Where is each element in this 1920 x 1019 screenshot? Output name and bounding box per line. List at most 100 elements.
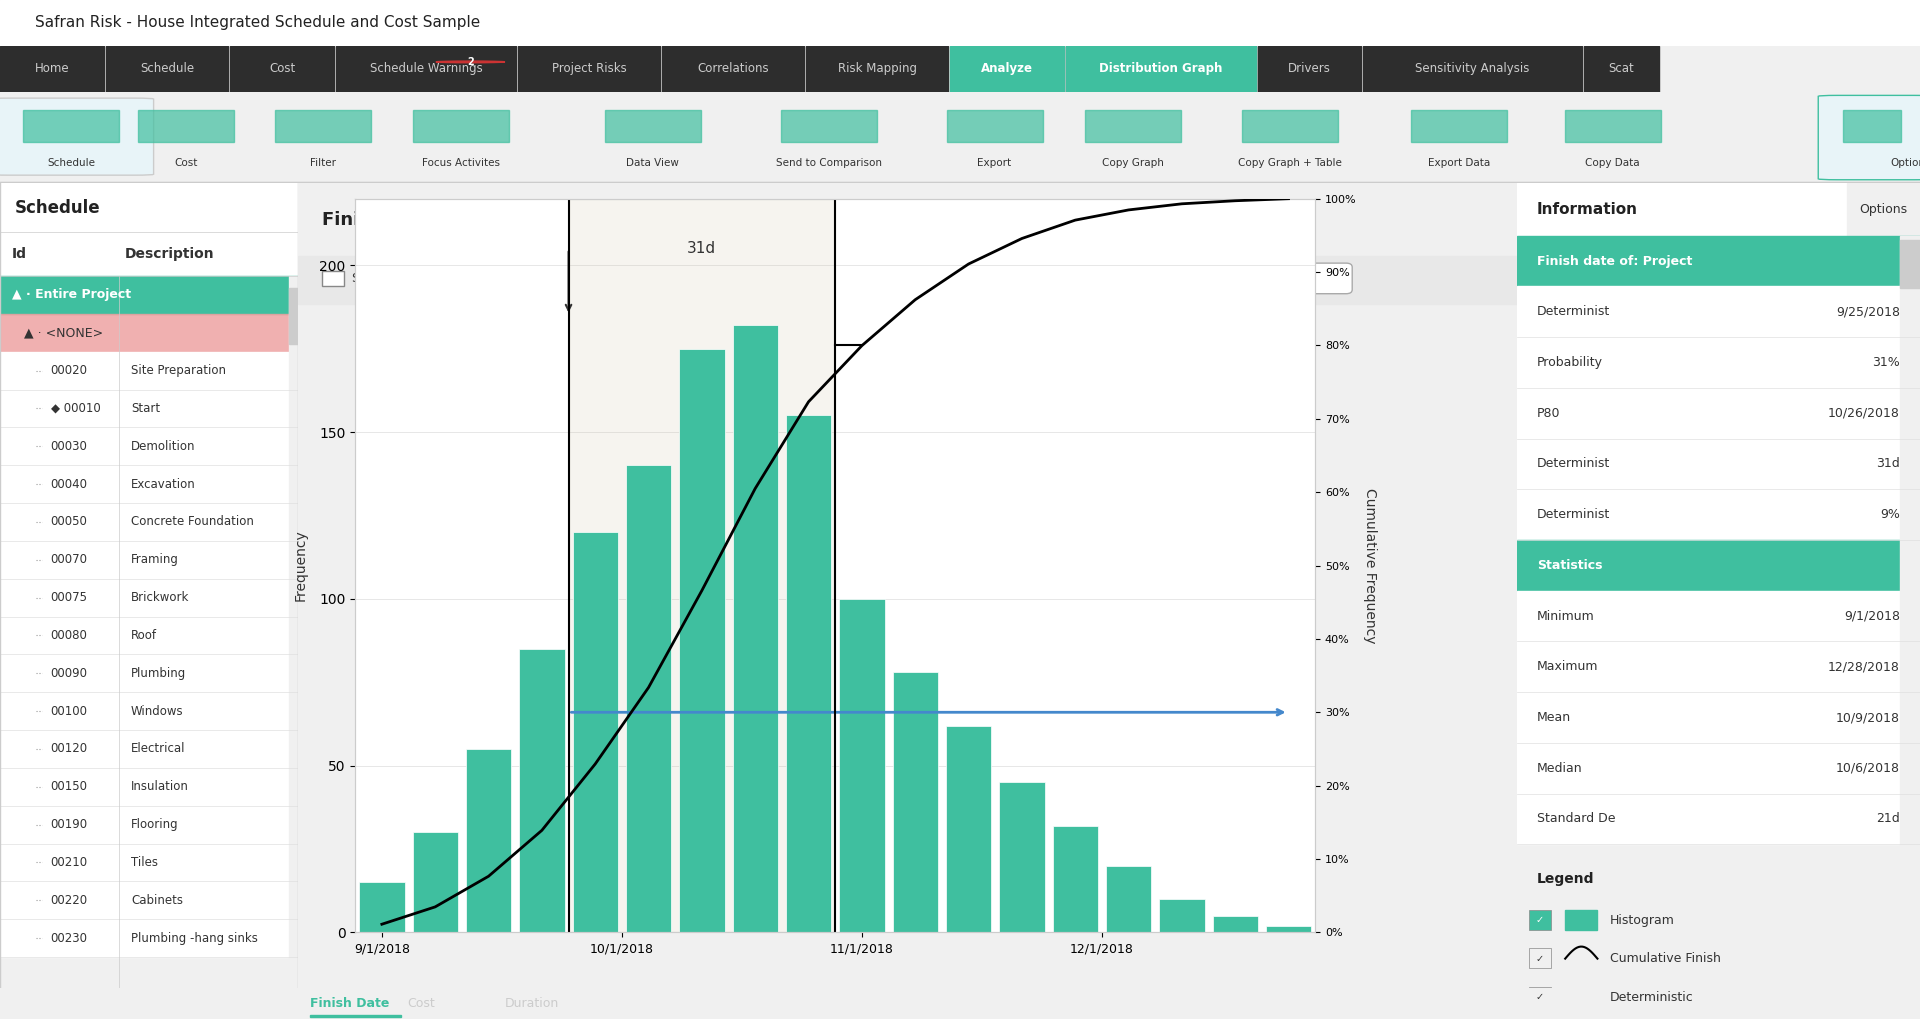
Bar: [288, 288, 298, 344]
Bar: [0, 768, 298, 806]
Bar: [0, 730, 298, 768]
Bar: [0, 654, 298, 692]
Text: Options: Options: [1889, 158, 1920, 168]
Text: Brickwork: Brickwork: [131, 591, 190, 604]
Bar: [1517, 183, 1847, 235]
Text: Analyze: Analyze: [981, 62, 1033, 75]
Text: 00070: 00070: [50, 553, 88, 567]
Text: 00050: 00050: [50, 516, 88, 529]
Bar: [626, 466, 672, 932]
Text: 10/6/2018: 10/6/2018: [1836, 762, 1899, 774]
Text: 12/28/2018: 12/28/2018: [1828, 660, 1899, 674]
Text: P80: P80: [1538, 407, 1561, 420]
Text: Histogram: Histogram: [1609, 913, 1674, 926]
Text: 10/9/2018: 10/9/2018: [1836, 711, 1899, 725]
Bar: [785, 416, 831, 932]
Bar: [680, 348, 724, 932]
Text: Standard De: Standard De: [1538, 812, 1615, 825]
Bar: [1899, 239, 1920, 288]
Text: Histogram Bar Width :: Histogram Bar Width :: [981, 272, 1119, 285]
Bar: [568, 199, 835, 932]
Text: Sensitivity Analysis: Sensitivity Analysis: [1415, 62, 1530, 75]
Text: 00120: 00120: [50, 743, 88, 755]
Text: Concrete Foundation: Concrete Foundation: [131, 516, 253, 529]
Bar: [1265, 925, 1311, 932]
Bar: [359, 882, 405, 932]
Bar: [518, 46, 660, 92]
Text: 9/25/2018: 9/25/2018: [1836, 306, 1899, 318]
Bar: [518, 649, 564, 932]
Text: ▲ · <NONE>: ▲ · <NONE>: [23, 326, 104, 339]
Text: 00030: 00030: [50, 440, 88, 452]
Bar: [106, 46, 228, 92]
Text: Determinist: Determinist: [1538, 306, 1611, 318]
Bar: [288, 276, 298, 988]
Bar: [23, 110, 119, 143]
Text: Description: Description: [125, 248, 215, 261]
Text: 00080: 00080: [50, 629, 88, 642]
Bar: [605, 110, 701, 143]
Text: Cumulative Finish: Cumulative Finish: [1609, 952, 1720, 965]
Text: ▲ · Entire Project: ▲ · Entire Project: [12, 288, 131, 302]
Text: Framing: Framing: [131, 553, 179, 567]
Text: Cost: Cost: [175, 158, 198, 168]
Text: 00090: 00090: [50, 666, 88, 680]
Bar: [0, 231, 298, 276]
Bar: [1528, 986, 1551, 1007]
Text: Windows: Windows: [131, 704, 184, 717]
Bar: [467, 749, 511, 932]
Bar: [0, 919, 298, 957]
Text: 2: 2: [467, 57, 474, 67]
Bar: [0, 541, 298, 579]
Bar: [1066, 46, 1256, 92]
Text: Plumbing: Plumbing: [131, 666, 186, 680]
Text: Statistics: Statistics: [1538, 558, 1603, 572]
FancyBboxPatch shape: [1194, 263, 1352, 293]
Text: Duration: Duration: [505, 998, 559, 1010]
Text: 31d: 31d: [1876, 458, 1899, 471]
Text: Data View: Data View: [626, 158, 680, 168]
Bar: [0, 46, 104, 92]
Bar: [438, 271, 459, 285]
Text: Legend: Legend: [1538, 872, 1594, 886]
Bar: [0, 579, 298, 616]
Text: Copy Graph + Table: Copy Graph + Table: [1238, 158, 1342, 168]
Text: Schedule: Schedule: [15, 199, 100, 217]
Text: 00075: 00075: [50, 591, 88, 604]
Text: Mean: Mean: [1538, 711, 1571, 725]
Text: 31%: 31%: [1872, 356, 1899, 369]
Text: Home: Home: [35, 62, 69, 75]
Bar: [413, 833, 457, 932]
Bar: [138, 110, 234, 143]
Text: Site Preparation: Site Preparation: [131, 364, 227, 377]
FancyBboxPatch shape: [1818, 96, 1920, 179]
Bar: [298, 256, 1517, 304]
Text: Deterministic: Deterministic: [1609, 990, 1693, 1004]
Text: Information: Information: [1538, 203, 1638, 217]
Bar: [0, 692, 298, 730]
Text: Tiles: Tiles: [131, 856, 157, 869]
Text: Finish date of: Project: Finish date of: Project: [323, 211, 545, 228]
Bar: [275, 110, 371, 143]
Text: 00230: 00230: [50, 931, 88, 945]
Text: Id: Id: [12, 248, 27, 261]
Bar: [1565, 910, 1597, 929]
Bar: [1584, 46, 1659, 92]
Text: Correlations: Correlations: [697, 62, 770, 75]
Bar: [947, 110, 1043, 143]
Text: Risk Mapping: Risk Mapping: [837, 62, 918, 75]
Text: Finish Date: Finish Date: [309, 998, 390, 1010]
Text: 00150: 00150: [50, 781, 88, 793]
Bar: [947, 726, 991, 932]
Bar: [1517, 743, 1920, 794]
Text: Excavation: Excavation: [131, 478, 196, 490]
Bar: [1085, 110, 1181, 143]
Bar: [1517, 438, 1920, 489]
Bar: [1847, 183, 1920, 235]
Bar: [0, 503, 298, 541]
Bar: [1528, 910, 1551, 929]
Bar: [0, 427, 298, 465]
Bar: [1106, 866, 1152, 932]
Bar: [998, 783, 1044, 932]
Bar: [662, 46, 804, 92]
